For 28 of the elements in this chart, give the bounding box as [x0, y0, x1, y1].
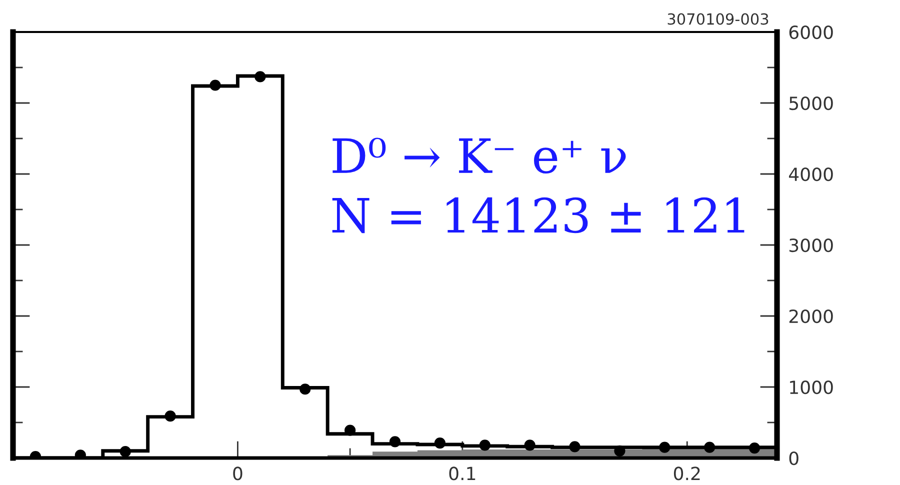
- x-tick-label: 0.2: [674, 466, 700, 480]
- point: [254, 71, 266, 82]
- point: [614, 445, 626, 456]
- point: [659, 442, 670, 453]
- point: [434, 438, 446, 449]
- point: [748, 442, 760, 454]
- point: [344, 424, 356, 436]
- point: [389, 436, 401, 448]
- y-tick-label: 2000: [789, 309, 833, 324]
- annotation: N = 14123 ± 121: [332, 197, 744, 234]
- point: [569, 441, 580, 452]
- point: [704, 442, 716, 453]
- y-tick-label: 1000: [790, 380, 833, 394]
- point: [210, 80, 221, 91]
- y-tick-label: 6000: [789, 25, 833, 40]
- point: [164, 410, 176, 422]
- annotation: D⁰ → K⁻ e⁺ ν: [332, 138, 626, 174]
- point: [479, 440, 490, 451]
- point: [524, 440, 536, 451]
- point: [300, 384, 311, 395]
- y-tick-label: 5000: [790, 96, 833, 110]
- y-tick-label: 3000: [789, 238, 833, 252]
- point: [120, 446, 131, 458]
- y-tick-label: 4000: [788, 167, 833, 182]
- text: 3070109-003: [668, 13, 768, 25]
- x-tick-label: 0: [233, 466, 242, 480]
- y-tick-label: 0: [789, 451, 798, 466]
- x-tick-label: 0.1: [449, 466, 476, 480]
